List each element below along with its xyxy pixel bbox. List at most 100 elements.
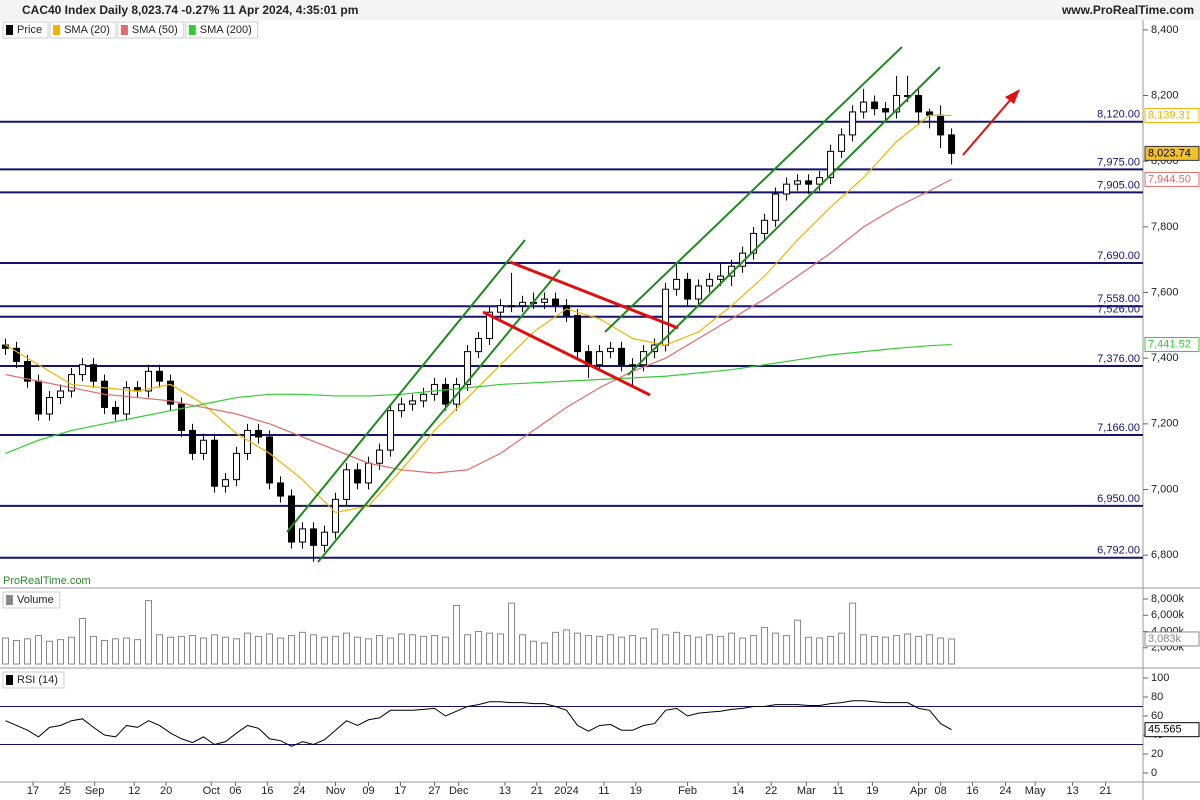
candle-body	[629, 364, 637, 367]
x-tick-label: 08	[934, 785, 946, 797]
value-badge	[1144, 107, 1200, 123]
x-tick-label: 2024	[554, 785, 578, 797]
sma-line	[5, 114, 952, 514]
volume-bar	[695, 636, 703, 665]
candle-body	[827, 150, 835, 179]
candle-body	[442, 383, 450, 405]
value-badge-label: 45.565	[1148, 724, 1182, 736]
volume-bar	[288, 635, 296, 665]
x-tick-label: 19	[630, 785, 642, 797]
legend-label: RSI (14)	[17, 674, 58, 686]
x-tick-label: 22	[765, 785, 777, 797]
trend-line	[482, 310, 651, 397]
volume-bar	[365, 638, 373, 665]
candle-body	[409, 400, 417, 405]
volume-bar	[904, 633, 912, 665]
volume-bar	[420, 635, 428, 665]
legend-swatch	[53, 25, 61, 35]
trend-line	[509, 260, 679, 330]
x-tick-label: 17	[394, 785, 406, 797]
legend-box	[117, 21, 185, 39]
candle-body	[915, 95, 923, 113]
volume-bar	[651, 628, 659, 665]
volume-bar	[200, 637, 208, 665]
volume-bar	[222, 636, 230, 665]
volume-bar	[57, 639, 65, 665]
x-tick-label: 11	[833, 785, 844, 797]
y-tick-label: 0	[1151, 767, 1157, 779]
legend-label: SMA (20)	[64, 24, 110, 36]
volume-bar	[937, 637, 945, 665]
candle-body	[750, 232, 758, 254]
volume-bar	[684, 635, 692, 665]
volume-bar	[442, 636, 450, 665]
candle-body	[937, 114, 945, 136]
candle-body	[684, 278, 692, 300]
y-tick-label: 100	[1151, 672, 1169, 684]
candle-body	[695, 285, 703, 300]
candle-body	[57, 390, 65, 399]
volume-bar	[783, 635, 791, 665]
volume-bar	[233, 638, 241, 665]
volume-bar	[552, 631, 560, 665]
volume-bar	[35, 635, 43, 665]
value-badge	[1144, 631, 1200, 647]
arrow	[962, 97, 1013, 156]
candle-body	[189, 429, 197, 454]
legend-box	[185, 21, 259, 39]
candle-body	[332, 498, 340, 533]
x-tick-label: 14	[732, 785, 744, 797]
candle-body	[200, 439, 208, 454]
volume-bar	[530, 640, 538, 665]
volume-bar	[750, 635, 758, 665]
candle-body	[365, 462, 373, 484]
y-tick-label: 7,400	[1151, 352, 1179, 364]
volume-bar	[409, 634, 417, 665]
volume-bar	[464, 634, 472, 665]
trend-line	[627, 66, 941, 376]
candle-body	[354, 469, 362, 484]
volume-bar	[354, 636, 362, 665]
volume-bar	[596, 635, 604, 665]
x-tick-label: 12	[128, 785, 140, 797]
level-label: 8,120.00	[1097, 109, 1140, 121]
volume-bar	[277, 637, 285, 665]
candle-body	[618, 347, 626, 366]
candle-body	[233, 452, 241, 481]
candle-body	[24, 360, 32, 382]
legend-label: SMA (200)	[200, 24, 252, 36]
volume-bar	[79, 618, 87, 665]
value-badge-label: 7,944.50	[1148, 173, 1191, 185]
x-tick-label: May	[1025, 785, 1046, 797]
candle-body	[156, 370, 164, 382]
volume-bar	[332, 635, 340, 665]
volume-bar	[68, 636, 76, 665]
x-tick-label: 06	[229, 785, 241, 797]
candle-body	[816, 177, 824, 185]
candle-body	[871, 101, 879, 110]
x-tick-label: 11	[598, 785, 609, 797]
level-label: 7,558.00	[1097, 293, 1140, 305]
volume-bar	[508, 602, 516, 665]
candle-body	[299, 528, 307, 543]
header-bar	[0, 0, 1200, 20]
y-tick-label: 8,000k	[1151, 593, 1185, 605]
candle-body	[35, 380, 43, 415]
volume-bar	[882, 636, 890, 665]
candle-body	[607, 347, 615, 353]
y-tick-label: 7,200	[1151, 418, 1179, 430]
x-tick-label: Dec	[449, 785, 469, 797]
candle-body	[376, 449, 384, 464]
value-badge	[1144, 145, 1200, 161]
candle-body	[387, 410, 395, 451]
legend-swatch	[6, 25, 13, 35]
candle-body	[178, 403, 186, 431]
volume-bar	[255, 635, 263, 665]
y-tick-label: 80	[1151, 691, 1163, 703]
volume-bar	[453, 605, 461, 665]
candle-body	[464, 351, 472, 385]
candle-body	[497, 305, 505, 313]
value-badge-label: 7,441.52	[1148, 338, 1191, 350]
sma-line	[5, 178, 952, 474]
